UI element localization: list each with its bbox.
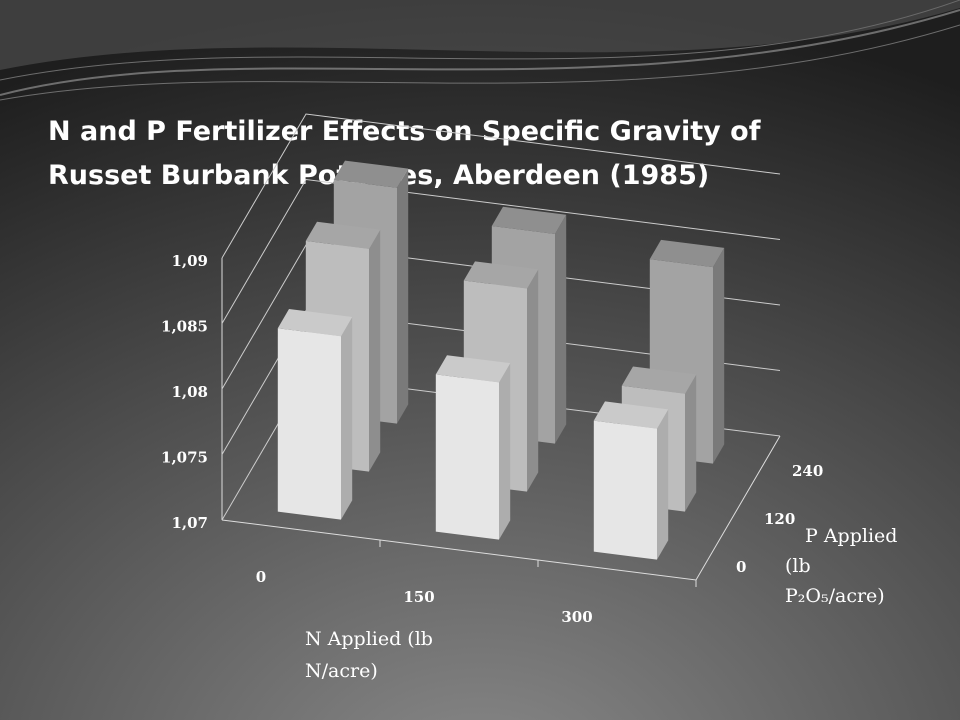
x-tick-label: 0 — [256, 568, 266, 586]
bar-side — [341, 317, 353, 520]
y-tick-label: 1,09 — [171, 252, 208, 270]
plot: 1,07 1,075 1,08 1,085 1,09 0 150 300 0 120 240 N Ap… — [161, 113, 897, 682]
bar-top — [621, 366, 697, 394]
bar-side — [713, 247, 725, 464]
y-tick-label: 1,08 — [171, 383, 208, 401]
bar-side — [397, 168, 409, 424]
bar-side — [499, 363, 511, 540]
x-tick-label: 150 — [403, 588, 434, 606]
decoration — [0, 0, 960, 101]
x-tick-label: 300 — [561, 608, 592, 626]
bar-front — [593, 420, 657, 560]
grid-line — [221, 178, 781, 324]
legend-label: 240 — [792, 462, 823, 480]
bar — [277, 309, 353, 520]
bar-side — [527, 269, 539, 492]
bar-front — [277, 328, 341, 520]
bar-side — [369, 229, 381, 472]
bar-top — [491, 206, 567, 234]
bar-top — [649, 239, 725, 268]
bar-top — [277, 309, 353, 337]
bar-top — [305, 221, 381, 249]
bar-side — [555, 214, 567, 444]
bar-front — [435, 374, 499, 540]
grid-line — [221, 113, 781, 259]
bar — [435, 355, 511, 540]
y-tick-label: 1,075 — [161, 449, 208, 467]
legend-label: 0 — [736, 558, 746, 576]
bar-top — [593, 401, 669, 429]
bar-side — [685, 374, 697, 512]
bar-top — [435, 355, 511, 383]
y-tick-label: 1,085 — [161, 318, 208, 336]
bar-side — [657, 409, 669, 560]
x-axis-label: N Applied (lb N/acre) — [305, 628, 433, 682]
z-axis-label: P Applied (lb P₂O₅/acre) — [785, 525, 897, 607]
y-tick-label: 1,07 — [171, 514, 208, 532]
bar-top — [463, 261, 539, 289]
bar-top — [333, 160, 409, 188]
legend-label: 120 — [764, 510, 795, 528]
bar — [593, 401, 669, 560]
